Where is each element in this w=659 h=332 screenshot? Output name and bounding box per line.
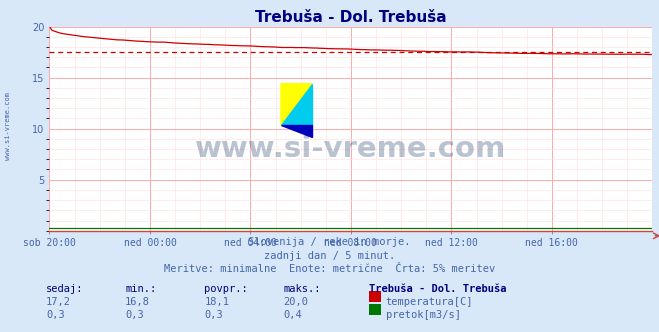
Text: 17,2: 17,2 <box>46 297 71 307</box>
Text: www.si-vreme.com: www.si-vreme.com <box>5 92 11 160</box>
Text: zadnji dan / 5 minut.: zadnji dan / 5 minut. <box>264 251 395 261</box>
Text: temperatura[C]: temperatura[C] <box>386 297 473 307</box>
Title: Trebuša - Dol. Trebuša: Trebuša - Dol. Trebuša <box>255 10 447 25</box>
Text: 0,3: 0,3 <box>204 310 223 320</box>
Text: Trebuša - Dol. Trebuša: Trebuša - Dol. Trebuša <box>369 284 507 294</box>
Text: 0,3: 0,3 <box>46 310 65 320</box>
Text: 18,1: 18,1 <box>204 297 229 307</box>
Text: min.:: min.: <box>125 284 156 294</box>
Text: povpr.:: povpr.: <box>204 284 248 294</box>
Text: Meritve: minimalne  Enote: metrične  Črta: 5% meritev: Meritve: minimalne Enote: metrične Črta:… <box>164 264 495 274</box>
Text: 20,0: 20,0 <box>283 297 308 307</box>
Text: 0,3: 0,3 <box>125 310 144 320</box>
Polygon shape <box>281 124 312 137</box>
Text: 16,8: 16,8 <box>125 297 150 307</box>
Polygon shape <box>281 84 312 124</box>
Text: sedaj:: sedaj: <box>46 284 84 294</box>
Text: 0,4: 0,4 <box>283 310 302 320</box>
Text: Slovenija / reke in morje.: Slovenija / reke in morje. <box>248 237 411 247</box>
Polygon shape <box>281 84 312 124</box>
Text: maks.:: maks.: <box>283 284 321 294</box>
Text: www.si-vreme.com: www.si-vreme.com <box>195 135 507 163</box>
Text: pretok[m3/s]: pretok[m3/s] <box>386 310 461 320</box>
